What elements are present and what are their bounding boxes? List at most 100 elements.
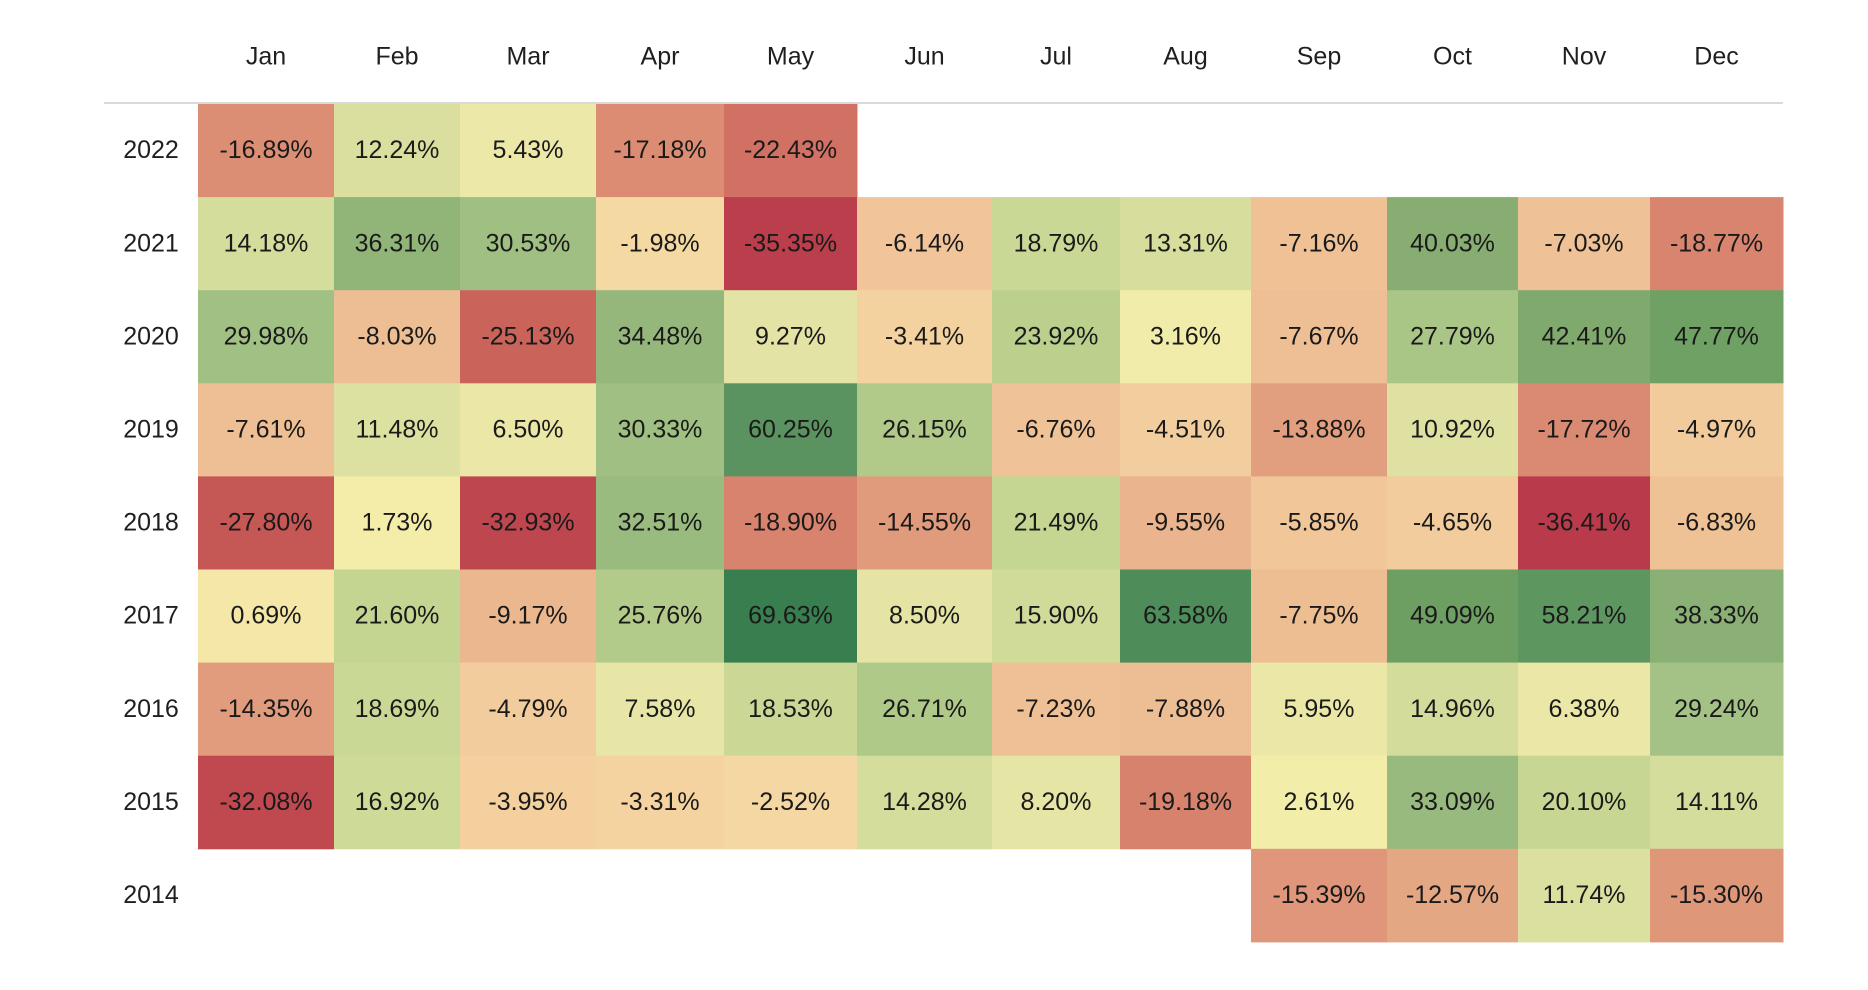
heatmap-cell-2017-may: [724, 569, 858, 664]
cell-value-2019-mar: 6.50%: [493, 415, 564, 443]
cell-value-2020-dec: 47.77%: [1674, 322, 1759, 350]
cell-value-2019-aug: -4.51%: [1146, 415, 1225, 443]
cell-value-2021-jan: 14.18%: [224, 229, 309, 257]
cell-value-2022-may: -22.43%: [744, 136, 837, 164]
heatmap-cell-2017-jan: [198, 569, 335, 664]
cell-value-2020-feb: -8.03%: [357, 322, 436, 350]
heatmap-cell-2016-may: [724, 662, 858, 757]
cell-value-2015-sep: 2.61%: [1284, 788, 1355, 816]
cell-value-2015-apr: -3.31%: [620, 788, 699, 816]
heatmap-cell-2021-may: [724, 197, 858, 291]
heatmap-cell-2017-nov: [1518, 569, 1651, 664]
heatmap-cell-2022-jan: [198, 104, 335, 198]
cell-value-2018-jan: -27.80%: [219, 509, 312, 537]
cell-value-2019-jun: 26.15%: [882, 415, 967, 443]
cell-value-2019-apr: 30.33%: [618, 415, 703, 443]
heatmap-cell-2015-apr: [596, 755, 725, 850]
heatmap-cell-2015-nov: [1518, 755, 1651, 850]
heatmap-cell-2016-jan: [198, 662, 335, 757]
cell-value-2014-oct: -12.57%: [1406, 881, 1499, 909]
cell-value-2019-oct: 10.92%: [1410, 415, 1495, 443]
heatmap-cell-2020-aug: [1120, 290, 1252, 384]
heatmap-cell-2022-mar: [460, 104, 597, 198]
cell-value-2017-sep: -7.75%: [1279, 602, 1358, 630]
cell-value-2021-apr: -1.98%: [620, 229, 699, 257]
cell-value-2018-dec: -6.83%: [1677, 509, 1756, 537]
heatmap-cell-2017-jun: [857, 569, 993, 664]
heatmap-cell-2015-aug: [1120, 755, 1252, 850]
cell-value-2020-aug: 3.16%: [1150, 322, 1221, 350]
month-header-jul: Jul: [1040, 43, 1072, 71]
cell-value-2018-aug: -9.55%: [1146, 509, 1225, 537]
cell-value-2020-nov: 42.41%: [1542, 322, 1627, 350]
heatmap-cell-2019-oct: [1387, 383, 1519, 477]
cell-value-2016-jul: -7.23%: [1016, 695, 1095, 723]
heatmap-cell-2018-dec: [1650, 476, 1784, 570]
cell-value-2020-jun: -3.41%: [885, 322, 964, 350]
heatmap-cell-2020-dec: [1650, 290, 1784, 384]
cell-value-2015-jul: 8.20%: [1021, 788, 1092, 816]
cell-value-2016-oct: 14.96%: [1410, 695, 1495, 723]
cell-value-2019-jan: -7.61%: [226, 415, 305, 443]
heatmap-cell-2018-may: [724, 476, 858, 570]
cell-value-2018-apr: 32.51%: [618, 509, 703, 537]
year-label-2017: 2017: [123, 602, 179, 630]
cell-value-2014-dec: -15.30%: [1670, 881, 1763, 909]
heatmap-cell-2017-jul: [992, 569, 1121, 664]
year-label-2014: 2014: [123, 881, 179, 909]
cell-value-2015-dec: 14.11%: [1675, 788, 1758, 816]
cell-value-2019-sep: -13.88%: [1272, 415, 1365, 443]
cell-value-2021-aug: 13.31%: [1143, 229, 1228, 257]
cell-value-2021-feb: 36.31%: [355, 229, 440, 257]
heatmap-cell-2018-jul: [992, 476, 1121, 570]
cell-value-2015-oct: 33.09%: [1410, 788, 1495, 816]
heatmap-cell-2020-jun: [857, 290, 993, 384]
cell-value-2020-jul: 23.92%: [1014, 322, 1099, 350]
heatmap-cell-2016-dec: [1650, 662, 1784, 757]
cell-value-2017-nov: 58.21%: [1542, 602, 1627, 630]
heatmap-cell-2015-sep: [1251, 755, 1388, 850]
cell-value-2017-aug: 63.58%: [1143, 602, 1228, 630]
heatmap-cell-2016-sep: [1251, 662, 1388, 757]
heatmap-cell-2015-feb: [334, 755, 461, 850]
heatmap-cell-2019-jan: [198, 383, 335, 477]
cell-value-2016-nov: 6.38%: [1549, 695, 1620, 723]
heatmap-cell-2017-feb: [334, 569, 461, 664]
heatmap-cell-2022-feb: [334, 104, 461, 198]
heatmap-cell-2019-sep: [1251, 383, 1388, 477]
heatmap-cell-2020-may: [724, 290, 858, 384]
cell-value-2016-feb: 18.69%: [355, 695, 440, 723]
heatmap-cell-2014-nov: [1518, 848, 1651, 943]
cell-value-2022-feb: 12.24%: [355, 136, 440, 164]
cell-value-2019-jul: -6.76%: [1016, 415, 1095, 443]
month-header-sep: Sep: [1297, 43, 1341, 71]
cell-value-2021-jun: -6.14%: [885, 229, 964, 257]
heatmap-cell-2019-dec: [1650, 383, 1784, 477]
cell-value-2016-sep: 5.95%: [1284, 695, 1355, 723]
cell-value-2015-may: -2.52%: [751, 788, 830, 816]
cell-value-2018-jul: 21.49%: [1014, 509, 1099, 537]
heatmap-cell-2018-apr: [596, 476, 725, 570]
heatmap-cell-2021-nov: [1518, 197, 1651, 291]
heatmap-cell-2017-dec: [1650, 569, 1784, 664]
heatmap-cell-2014-oct: [1387, 848, 1519, 943]
cell-value-2017-may: 69.63%: [748, 602, 833, 630]
month-header-may: May: [767, 43, 815, 71]
cell-value-2016-mar: -4.79%: [488, 695, 567, 723]
heatmap-cell-2018-jan: [198, 476, 335, 570]
heatmap-cell-2019-feb: [334, 383, 461, 477]
heatmap-cell-2014-dec: [1650, 848, 1784, 943]
month-header-nov: Nov: [1562, 43, 1607, 71]
cell-value-2018-may: -18.90%: [744, 509, 837, 537]
heatmap-cell-2020-oct: [1387, 290, 1519, 384]
heatmap-cell-2018-oct: [1387, 476, 1519, 570]
cell-value-2018-jun: -14.55%: [878, 509, 971, 537]
cell-value-2017-apr: 25.76%: [618, 602, 703, 630]
cell-value-2017-dec: 38.33%: [1674, 602, 1759, 630]
cell-value-2018-mar: -32.93%: [481, 509, 574, 537]
cell-value-2020-sep: -7.67%: [1279, 322, 1358, 350]
cell-value-2018-feb: 1.73%: [362, 509, 433, 537]
cell-value-2020-mar: -25.13%: [481, 322, 574, 350]
heatmap-cell-2016-aug: [1120, 662, 1252, 757]
